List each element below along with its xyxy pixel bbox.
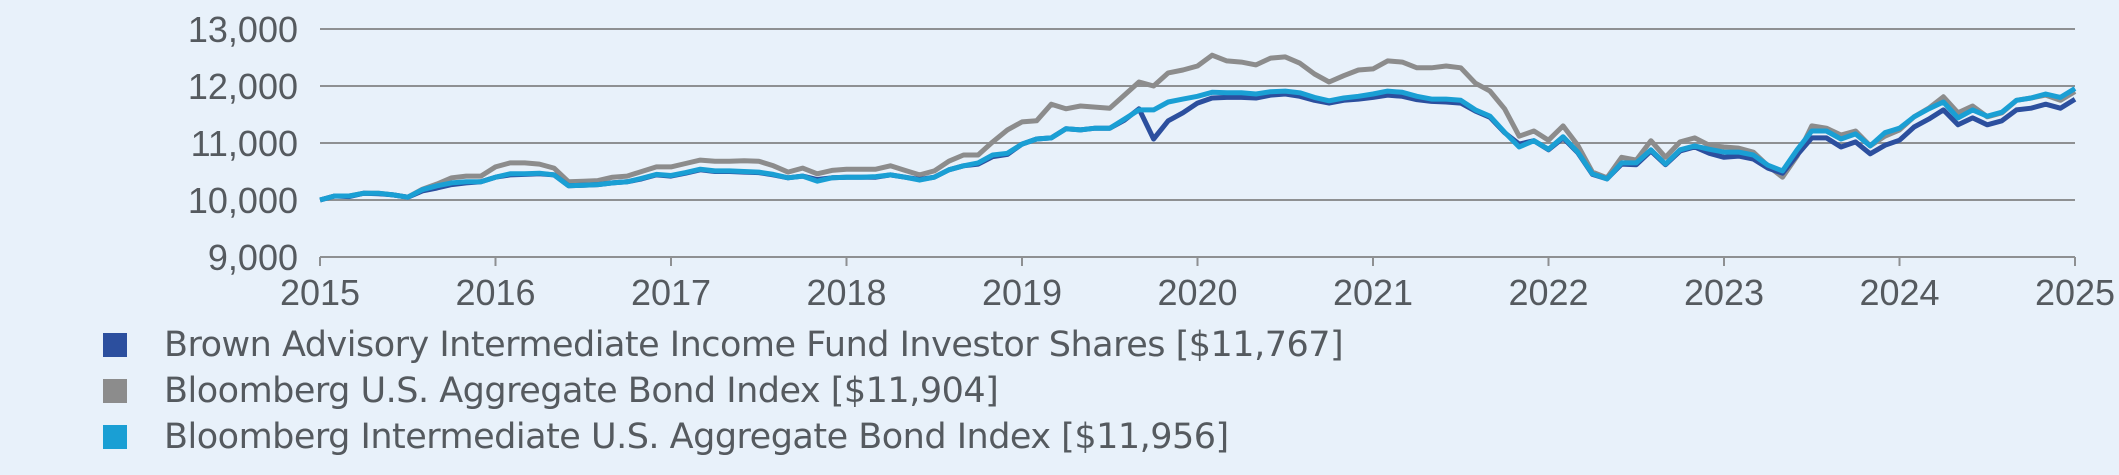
intermediate-index-line <box>319 86 2077 203</box>
x-tick-label: 2020 <box>1157 272 1237 313</box>
legend-swatch-aggregate <box>103 379 127 403</box>
x-tick-label: 2016 <box>455 272 535 313</box>
y-tick-label: 11,000 <box>191 123 298 164</box>
legend-swatch-intermediate <box>103 425 127 449</box>
legend-swatch-fund <box>103 333 127 357</box>
x-tick-label: 2019 <box>982 272 1062 313</box>
legend: Brown Advisory Intermediate Income Fund … <box>103 322 1344 460</box>
legend-label-aggregate: Bloomberg U.S. Aggregate Bond Index [$11… <box>164 371 999 411</box>
legend-label-fund: Brown Advisory Intermediate Income Fund … <box>164 325 1344 365</box>
x-tick-label: 2025 <box>2035 272 2115 313</box>
x-tick-label: 2018 <box>806 272 886 313</box>
y-tick-label: 12,000 <box>188 66 298 107</box>
series-lines <box>319 52 2077 203</box>
gridlines <box>320 28 2075 258</box>
legend-item-aggregate: Bloomberg U.S. Aggregate Bond Index [$11… <box>103 368 1343 414</box>
x-tick-label: 2021 <box>1333 272 1413 313</box>
y-axis-tick-labels: 9,000 10,000 11,000 12,000 13,000 <box>188 9 298 278</box>
x-tick-label: 2023 <box>1684 272 1764 313</box>
x-tick-label: 2015 <box>280 272 360 313</box>
legend-label-intermediate: Bloomberg Intermediate U.S. Aggregate Bo… <box>164 417 1229 457</box>
x-tick-label: 2017 <box>631 272 711 313</box>
x-axis: 2015 2016 2017 2018 2019 2020 2021 2022 2023 2024… <box>280 257 2115 313</box>
aggregate-index-line <box>319 52 2077 203</box>
legend-item-fund: Brown Advisory Intermediate Income Fund … <box>103 322 1344 368</box>
x-tick-label: 2022 <box>1508 272 1588 313</box>
y-tick-label: 9,000 <box>208 237 298 278</box>
x-tick-label: 2024 <box>1859 272 1939 313</box>
legend-item-intermediate: Bloomberg Intermediate U.S. Aggregate Bo… <box>103 414 1343 460</box>
y-tick-label: 10,000 <box>188 180 298 221</box>
y-tick-label: 13,000 <box>188 9 298 50</box>
